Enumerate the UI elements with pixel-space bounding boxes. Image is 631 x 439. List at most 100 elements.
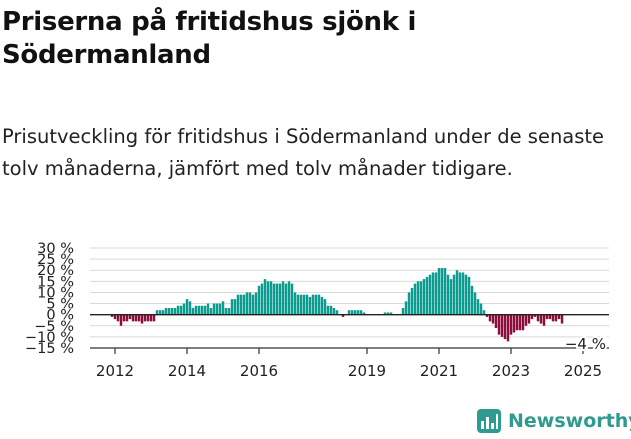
x-tick-label: 2014 [168, 362, 206, 380]
bar [326, 305, 330, 315]
bar [512, 314, 516, 333]
bar [521, 314, 525, 331]
bar [314, 294, 318, 315]
bar [383, 312, 387, 315]
bar [224, 308, 228, 315]
bar [221, 301, 225, 315]
bar [251, 294, 255, 315]
bar [449, 279, 453, 315]
bar [155, 310, 159, 315]
bar [419, 281, 423, 315]
bar [350, 310, 354, 315]
bar [401, 308, 405, 315]
bar [554, 314, 558, 322]
bar [197, 305, 201, 315]
bar [308, 296, 312, 315]
bar [509, 314, 513, 335]
bar [203, 305, 207, 315]
bar [239, 294, 243, 315]
bar [476, 299, 480, 315]
bar [455, 270, 459, 315]
bar [389, 312, 393, 315]
bar [122, 314, 126, 322]
y-tick-label: −10 % [25, 330, 74, 346]
bar [296, 294, 300, 315]
bar [290, 283, 294, 315]
bar [527, 314, 531, 324]
bar [320, 296, 324, 315]
bar [128, 314, 132, 320]
bar [557, 314, 561, 320]
chart-title: Priserna på fritidshus sjönk i Södermanl… [2, 7, 417, 70]
bar [227, 308, 231, 315]
bar [266, 281, 270, 315]
bar [353, 310, 357, 315]
bar [236, 294, 240, 315]
bar [137, 314, 141, 322]
bar [113, 314, 117, 320]
bar [464, 274, 468, 315]
grid-lines [90, 247, 609, 349]
bar [473, 292, 477, 315]
bar [530, 314, 534, 320]
bar [452, 274, 456, 315]
bar [149, 314, 153, 322]
bar [209, 308, 213, 315]
bar [293, 292, 297, 315]
bar [467, 276, 471, 315]
y-tick-label: 25 % [37, 252, 74, 268]
brand-logo: Newsworthy [476, 408, 631, 434]
bar [410, 288, 414, 315]
bar [431, 272, 435, 315]
bar [167, 308, 171, 315]
bar [263, 279, 267, 315]
bar [125, 314, 129, 322]
y-axis-labels: 30 %25 %20 %15 %10 %5 %0 %−5 %−10 %−15 % [25, 241, 74, 357]
bar [287, 281, 291, 315]
bar [539, 314, 543, 324]
bar [191, 308, 195, 315]
bar [164, 308, 168, 315]
bar [284, 283, 288, 315]
bar-chart: 30 %25 %20 %15 %10 %5 %0 %−5 %−10 %−15 %… [25, 241, 609, 380]
bar [131, 314, 135, 322]
bar [323, 299, 327, 315]
bar [407, 292, 411, 315]
y-tick-label: −15 % [25, 341, 74, 357]
bar [341, 314, 345, 317]
bar [317, 294, 321, 315]
bar [278, 283, 282, 315]
bar [242, 294, 246, 315]
bar [479, 303, 483, 315]
bar [485, 314, 489, 317]
bar [362, 312, 366, 315]
bar [560, 314, 564, 324]
bar [215, 303, 219, 315]
bar [110, 314, 114, 317]
bar [254, 292, 258, 315]
bar [443, 268, 447, 315]
bar [347, 310, 351, 315]
bar [497, 314, 501, 335]
x-tick-label: 2025 [564, 362, 602, 380]
x-tick-label: 2016 [240, 362, 278, 380]
bar [386, 312, 390, 315]
bar [119, 314, 123, 326]
bar [245, 292, 249, 315]
bar [176, 305, 180, 315]
newsworthy-logo-icon [477, 409, 501, 433]
bar [482, 310, 486, 315]
bar [551, 314, 555, 322]
bar [134, 314, 138, 322]
bar [488, 314, 492, 322]
y-tick-label: 5 % [46, 297, 74, 313]
bar [434, 272, 438, 315]
x-tick-label: 2019 [348, 362, 386, 380]
bar [173, 308, 177, 315]
y-tick-label: 20 % [37, 263, 74, 279]
bar [506, 314, 510, 342]
bar [188, 301, 192, 315]
bar [524, 314, 528, 326]
bar [182, 303, 186, 315]
bar [437, 268, 441, 315]
